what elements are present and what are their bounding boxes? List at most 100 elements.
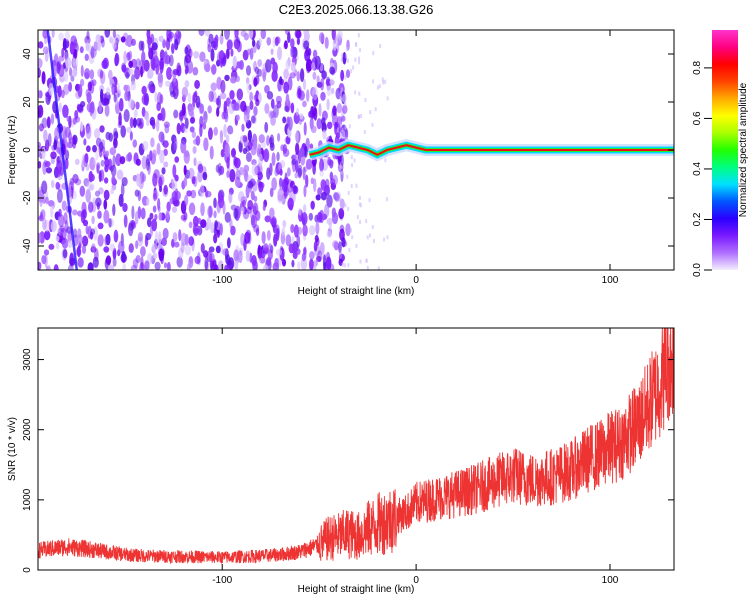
spectrogram-cell	[291, 243, 298, 254]
spectrogram-cell	[245, 152, 252, 163]
spectrogram-cell	[129, 117, 134, 129]
spectrogram-cell	[341, 127, 344, 132]
spectrogram-cell	[63, 84, 70, 96]
spectrogram-cell	[290, 61, 296, 72]
spectrogram-cell	[41, 180, 48, 194]
spectrogram-cell	[357, 114, 360, 119]
spectrogram-cell	[103, 246, 110, 253]
spectrogram-cell	[290, 48, 294, 58]
y-tick-label: 40	[22, 48, 33, 60]
spectrogram-cell	[44, 139, 50, 152]
spectrogram-cell	[151, 218, 158, 232]
spectrogram-cell	[58, 102, 62, 113]
y-tick-label: 0	[22, 147, 33, 153]
spectrogram-cell	[158, 176, 163, 189]
spectrogram-cell	[309, 258, 314, 270]
spectrogram-cell	[128, 98, 135, 110]
spectrogram-cell	[372, 79, 375, 84]
spectrogram-cell	[179, 109, 184, 117]
spectrogram-cell	[215, 164, 220, 173]
spectrogram-cell	[109, 165, 114, 172]
spectrogram-cell	[149, 150, 153, 162]
spectrogram-cell	[125, 71, 130, 80]
spectrogram-cell	[173, 109, 179, 119]
spectrogram-cell	[198, 30, 205, 37]
spectrogram-cell	[154, 213, 158, 221]
spectrogram-cell	[374, 107, 377, 112]
spectrogram-cell	[326, 85, 332, 97]
spectrogram-cell	[281, 227, 286, 236]
spectrogram-cell	[216, 107, 220, 117]
spectrogram-cell	[365, 258, 368, 263]
spectrogram-cell	[363, 130, 366, 135]
spectrogram-cell	[166, 201, 171, 212]
spectrogram-cell	[233, 156, 238, 167]
spectrogram-cell	[258, 181, 262, 188]
spectrogram-cell	[250, 190, 255, 201]
spectrogram-cell	[241, 123, 245, 132]
spectrogram-cell	[43, 230, 51, 241]
spectrogram-cell	[312, 178, 317, 192]
spectrogram-cell	[57, 85, 62, 98]
spectrogram-cell	[295, 129, 299, 144]
spectrogram-cell	[277, 46, 283, 61]
spectrogram-cell	[109, 147, 117, 156]
spectrogram-cell	[118, 97, 124, 112]
spectrogram-cell	[264, 121, 269, 134]
spectrogram-cell	[184, 234, 189, 246]
spectrogram-cell	[188, 202, 196, 216]
spectrogram-cell	[263, 148, 270, 163]
spectrogram-cell	[186, 60, 194, 74]
y-tick-label: -40	[22, 238, 33, 253]
spectrogram-cell	[171, 191, 178, 202]
spectrogram-cell	[165, 37, 171, 51]
spectrogram-cell	[290, 38, 295, 49]
spectrogram-cell	[319, 242, 325, 255]
spectrogram-cell	[233, 38, 241, 50]
spectrogram-cell	[52, 59, 57, 67]
spectrogram-cell	[193, 227, 201, 235]
spectrogram-cell	[189, 126, 195, 133]
spectrogram-cell	[178, 229, 182, 242]
spectrogram-cell	[308, 225, 316, 236]
spectrogram-cell	[347, 206, 350, 211]
y-tick-label: 2000	[22, 418, 33, 441]
spectrogram-cell	[64, 51, 69, 61]
spectrogram-cell	[132, 139, 138, 148]
spectrogram-cell	[271, 177, 277, 191]
spectrogram-cell	[213, 126, 218, 136]
spectrogram-cell	[316, 75, 320, 84]
spectrogram-cell	[235, 61, 243, 69]
spectrogram-cell	[242, 135, 248, 143]
spectrogram-cell	[261, 231, 266, 244]
spectrogram-cell	[92, 144, 97, 153]
spectrogram-cell	[115, 153, 122, 167]
spectrogram-cell	[248, 84, 252, 91]
spectrogram-cell	[181, 86, 189, 98]
spectrogram-cell	[90, 101, 95, 114]
spectrogram-cell	[56, 60, 62, 71]
spectrogram-cell	[147, 68, 154, 79]
spectrogram-cell	[318, 32, 325, 43]
spectrogram-cell	[270, 48, 274, 55]
spectrogram-cell	[282, 143, 288, 154]
spectrogram-cell	[211, 260, 217, 270]
spectrogram-cell	[229, 169, 236, 183]
x-tick-label: 100	[602, 275, 619, 286]
spectrogram-cell	[355, 41, 358, 46]
spectrogram-cell	[192, 66, 199, 76]
spectrogram-cell	[312, 71, 317, 80]
x-tick-label: 0	[413, 575, 419, 586]
spectrogram-cell	[183, 149, 190, 164]
spectrogram-cell	[170, 90, 176, 98]
spectrogram-cell	[92, 256, 99, 269]
spectrogram-cell	[143, 59, 150, 72]
spectrogram-cell	[188, 105, 194, 117]
spectrogram-cell	[245, 184, 250, 199]
spectrogram-cell	[346, 174, 349, 179]
spectrogram-cell	[74, 109, 79, 120]
spectrogram-cell	[166, 66, 173, 80]
spectrogram-cell	[270, 111, 277, 118]
spectrogram-cell	[299, 68, 305, 83]
spectrogram-cell	[342, 93, 347, 103]
